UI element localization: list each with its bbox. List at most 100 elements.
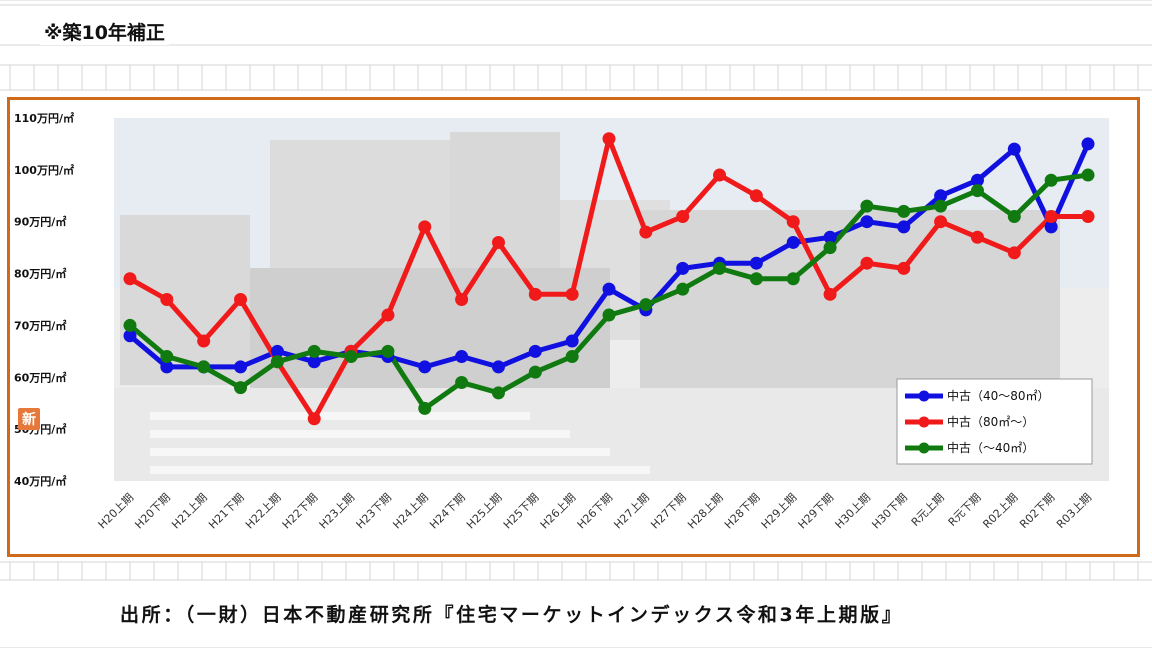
data-point <box>786 235 800 249</box>
data-point <box>1081 168 1095 182</box>
data-point <box>270 355 284 369</box>
legend-swatch-marker <box>918 416 930 428</box>
data-point <box>786 272 800 286</box>
data-point <box>1007 210 1021 224</box>
data-point <box>197 360 211 374</box>
x-tick-label: H21上期 <box>169 491 210 532</box>
x-tick-label: H22下期 <box>280 491 321 532</box>
data-point <box>602 132 616 146</box>
data-point <box>860 256 874 270</box>
x-tick-label: H25下期 <box>501 491 542 532</box>
x-tick-label: H28下期 <box>722 491 763 532</box>
x-tick-label: H21下期 <box>206 491 247 532</box>
x-tick-label: H20下期 <box>132 491 173 532</box>
data-point <box>381 308 395 322</box>
data-point <box>418 401 432 415</box>
data-point <box>1044 210 1058 224</box>
data-point <box>676 261 690 275</box>
nikkei-logo-icon: 新 <box>18 408 40 430</box>
legend: 中古（40～80㎡） 中古（80㎡～） 中古（～40㎡） <box>896 378 1093 465</box>
x-tick-label: R元上期 <box>909 491 947 529</box>
data-point <box>897 220 911 234</box>
x-tick-label: H24下期 <box>427 491 468 532</box>
source-caption: 出所：（一財）日本不動産研究所『住宅マーケットインデックス令和3年上期版』 <box>118 600 906 627</box>
data-point <box>565 287 579 301</box>
data-point <box>639 298 653 312</box>
data-point <box>749 189 763 203</box>
data-point <box>1007 246 1021 260</box>
data-point <box>491 360 505 374</box>
data-point <box>565 350 579 364</box>
note-adjustment: ※築10年補正 <box>40 18 169 45</box>
data-point <box>234 293 248 306</box>
x-tick-label: H20上期 <box>96 491 137 532</box>
x-tick-label: H24上期 <box>390 491 431 532</box>
data-point <box>160 360 174 374</box>
data-point <box>565 334 579 348</box>
y-tick-label: 90万円/㎡ <box>14 215 66 229</box>
data-point <box>197 334 211 348</box>
x-tick-label: R02下期 <box>1017 491 1057 531</box>
data-point <box>897 204 911 218</box>
data-point <box>1081 210 1095 224</box>
x-tick-label: H27上期 <box>611 491 652 532</box>
legend-swatch-marker <box>918 390 930 402</box>
x-tick-label: H22上期 <box>243 491 284 532</box>
data-point <box>160 293 174 306</box>
data-point <box>491 386 505 400</box>
data-point <box>970 184 984 198</box>
data-point <box>123 318 137 332</box>
x-tick-label: H25上期 <box>464 491 505 532</box>
data-point <box>528 365 542 379</box>
x-tick-label: H23上期 <box>317 491 358 532</box>
data-point <box>234 381 248 395</box>
data-point <box>676 282 690 296</box>
data-point <box>713 168 727 182</box>
data-point <box>455 375 469 389</box>
y-tick-label: 70万円/㎡ <box>14 318 66 332</box>
data-point <box>934 199 948 213</box>
data-point <box>823 241 837 255</box>
data-point <box>1044 173 1058 187</box>
x-tick-label: H30上期 <box>833 491 874 532</box>
y-tick-label: 40万円/㎡ <box>14 474 66 488</box>
data-point <box>307 355 321 369</box>
data-point <box>897 261 911 275</box>
data-point <box>970 230 984 244</box>
data-point <box>860 199 874 213</box>
y-tick-label: 110万円/㎡ <box>14 111 74 125</box>
data-point <box>823 287 837 301</box>
data-point <box>528 287 542 301</box>
data-point <box>491 235 505 249</box>
data-point <box>823 230 837 244</box>
data-point <box>123 329 137 343</box>
data-point <box>713 261 727 275</box>
data-point <box>639 225 653 239</box>
x-tick-label: H28上期 <box>685 491 726 532</box>
y-tick-label: 60万円/㎡ <box>14 370 66 384</box>
x-tick-label: R03上期 <box>1054 491 1094 531</box>
data-point <box>455 293 469 306</box>
data-point <box>528 344 542 358</box>
x-tick-label: H26上期 <box>538 491 579 532</box>
x-tick-label: H27下期 <box>648 491 689 532</box>
x-tick-label: H30下期 <box>869 491 910 532</box>
data-point <box>307 344 321 358</box>
data-point <box>455 350 469 364</box>
legend-label: 中古（～40㎡） <box>947 440 1034 455</box>
data-point <box>1044 220 1058 234</box>
data-point <box>602 308 616 322</box>
data-point <box>1007 142 1021 156</box>
data-point <box>602 282 616 296</box>
data-point <box>160 350 174 364</box>
x-tick-label: R元下期 <box>946 491 984 529</box>
y-tick-label: 100万円/㎡ <box>14 163 74 177</box>
legend-label: 中古（80㎡～） <box>947 414 1034 429</box>
x-tick-label: H29上期 <box>759 491 800 532</box>
data-point <box>418 360 432 374</box>
data-point <box>381 344 395 358</box>
data-point <box>860 215 874 229</box>
data-point <box>307 412 321 426</box>
data-point <box>123 272 137 286</box>
